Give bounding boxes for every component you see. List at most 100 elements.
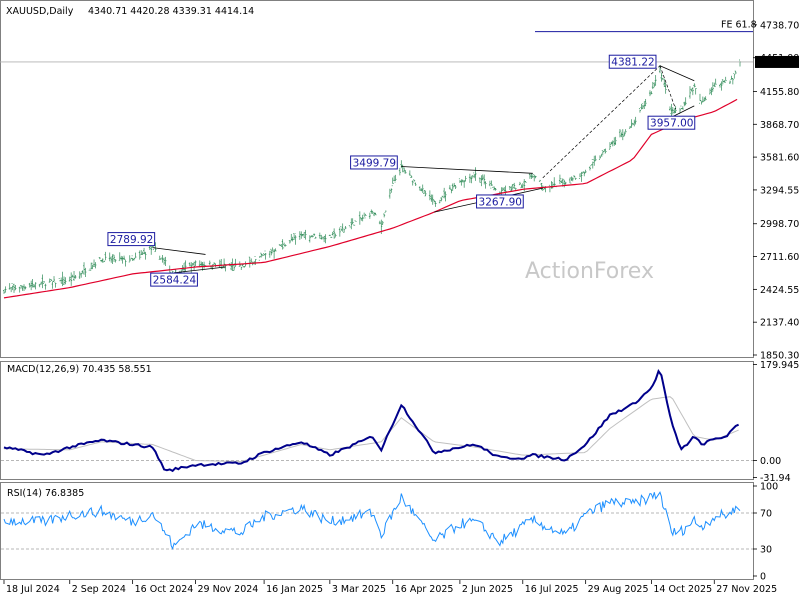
- price-frame: [0, 0, 754, 358]
- price-bar: [121, 256, 124, 264]
- price-bar: [248, 256, 251, 268]
- price-bar: [570, 176, 573, 184]
- price-bar: [583, 171, 586, 177]
- price-bar: [20, 285, 23, 288]
- time-axis-label: 2 Sep 2024: [72, 584, 126, 595]
- price-bar: [250, 258, 253, 263]
- rsi-panel[interactable]: 100 70 30 0: [1, 482, 778, 583]
- price-bar: [71, 274, 74, 278]
- macd-axis-label: -31.94: [760, 473, 791, 484]
- price-bar: [460, 179, 463, 186]
- chart-header-ohlc: 4340.71 4420.28 4339.31 4414.14: [88, 6, 254, 17]
- price-bar: [164, 256, 167, 267]
- price-annotation[interactable]: 3499.79: [350, 155, 398, 170]
- price-bar: [103, 260, 106, 263]
- price-bar: [234, 258, 237, 267]
- price-bar: [343, 229, 346, 233]
- price-bar: [643, 101, 646, 109]
- price-bar: [203, 261, 206, 269]
- price-bar: [331, 231, 334, 236]
- price-bar: [188, 262, 191, 267]
- price-bar: [468, 173, 471, 183]
- price-axis-label: 2711.60: [760, 252, 799, 263]
- price-bar: [328, 234, 331, 236]
- price-bar: [531, 173, 534, 179]
- price-bar: [274, 248, 277, 252]
- price-bar: [670, 103, 673, 117]
- price-axis-label: 4155.80: [760, 87, 799, 98]
- annotation-label: 2584.24: [153, 275, 197, 287]
- price-bar: [18, 286, 21, 293]
- price-axis-label: 2998.70: [760, 219, 799, 230]
- price-bar: [508, 186, 511, 191]
- price-bar: [420, 188, 423, 192]
- annotation-box: [150, 272, 198, 287]
- price-bar: [193, 261, 196, 270]
- price-bar: [703, 97, 706, 102]
- price-bar: [441, 195, 444, 198]
- price-bar: [734, 70, 737, 74]
- price-bar: [723, 80, 726, 83]
- price-bar: [118, 252, 121, 262]
- price-annotation[interactable]: 3267.90: [476, 194, 524, 209]
- annotation-box: [107, 232, 156, 247]
- price-panel[interactable]: FE 61.8 4414.14 2789.92 2584.24 3499.79 3267.…: [0, 20, 799, 362]
- price-bar: [713, 82, 716, 87]
- price-bar: [553, 177, 556, 187]
- price-axis-label: 3868.70: [760, 120, 799, 131]
- price-annotation[interactable]: 3957.00: [647, 115, 696, 130]
- price-annotation[interactable]: 2789.92: [107, 232, 156, 247]
- macd-panel[interactable]: 179.945 0.00 -31.94: [1, 360, 799, 484]
- price-bar: [131, 255, 134, 261]
- price-bar: [428, 190, 431, 201]
- price-bar: [94, 262, 97, 269]
- price-bar: [3, 289, 5, 294]
- price-bar: [333, 228, 336, 239]
- price-bar: [594, 155, 597, 162]
- trendline: [401, 166, 533, 174]
- time-axis-label: 3 Mar 2025: [332, 584, 386, 595]
- time-axis-label: 29 Aug 2025: [588, 584, 649, 595]
- price-bar: [533, 174, 536, 182]
- price-bar: [413, 179, 416, 182]
- rsi-title: RSI(14) 76.8385: [7, 488, 84, 499]
- price-bar: [338, 227, 341, 237]
- price-bar: [403, 167, 406, 173]
- price-bar: [693, 83, 696, 88]
- price-bar: [54, 281, 57, 288]
- price-bar: [320, 234, 323, 240]
- price-bar: [308, 235, 311, 243]
- price-bar: [671, 106, 674, 115]
- price-bar: [411, 180, 414, 186]
- annotation-label: 3499.79: [353, 157, 396, 169]
- price-bar: [684, 97, 687, 106]
- price-bar: [688, 86, 691, 99]
- annotation-label: 4381.22: [611, 57, 654, 69]
- price-bar: [213, 262, 216, 265]
- price-bar: [281, 239, 284, 250]
- price-bar: [461, 179, 464, 183]
- trendline: [174, 266, 226, 274]
- price-bar: [720, 81, 723, 91]
- price-bar: [574, 177, 577, 180]
- price-bar: [240, 265, 243, 270]
- price-bar: [24, 286, 27, 290]
- price-bar: [21, 285, 24, 291]
- price-bar: [623, 131, 626, 137]
- trendline: [659, 65, 695, 82]
- price-bar: [84, 267, 87, 278]
- price-bar: [488, 180, 491, 187]
- price-bar: [590, 164, 593, 166]
- price-bar: [384, 210, 387, 213]
- price-bar: [664, 82, 667, 94]
- price-bar: [263, 253, 266, 256]
- price-axis-label: 1850.30: [760, 351, 799, 362]
- price-bar: [613, 137, 616, 146]
- price-annotation[interactable]: 4381.22: [608, 54, 657, 69]
- time-axis-label: 29 Nov 2024: [198, 584, 259, 595]
- price-bar: [653, 82, 656, 88]
- price-bar: [93, 259, 96, 267]
- price-annotation[interactable]: 2584.24: [150, 272, 198, 287]
- price-bar: [493, 186, 496, 191]
- price-bar: [280, 243, 283, 247]
